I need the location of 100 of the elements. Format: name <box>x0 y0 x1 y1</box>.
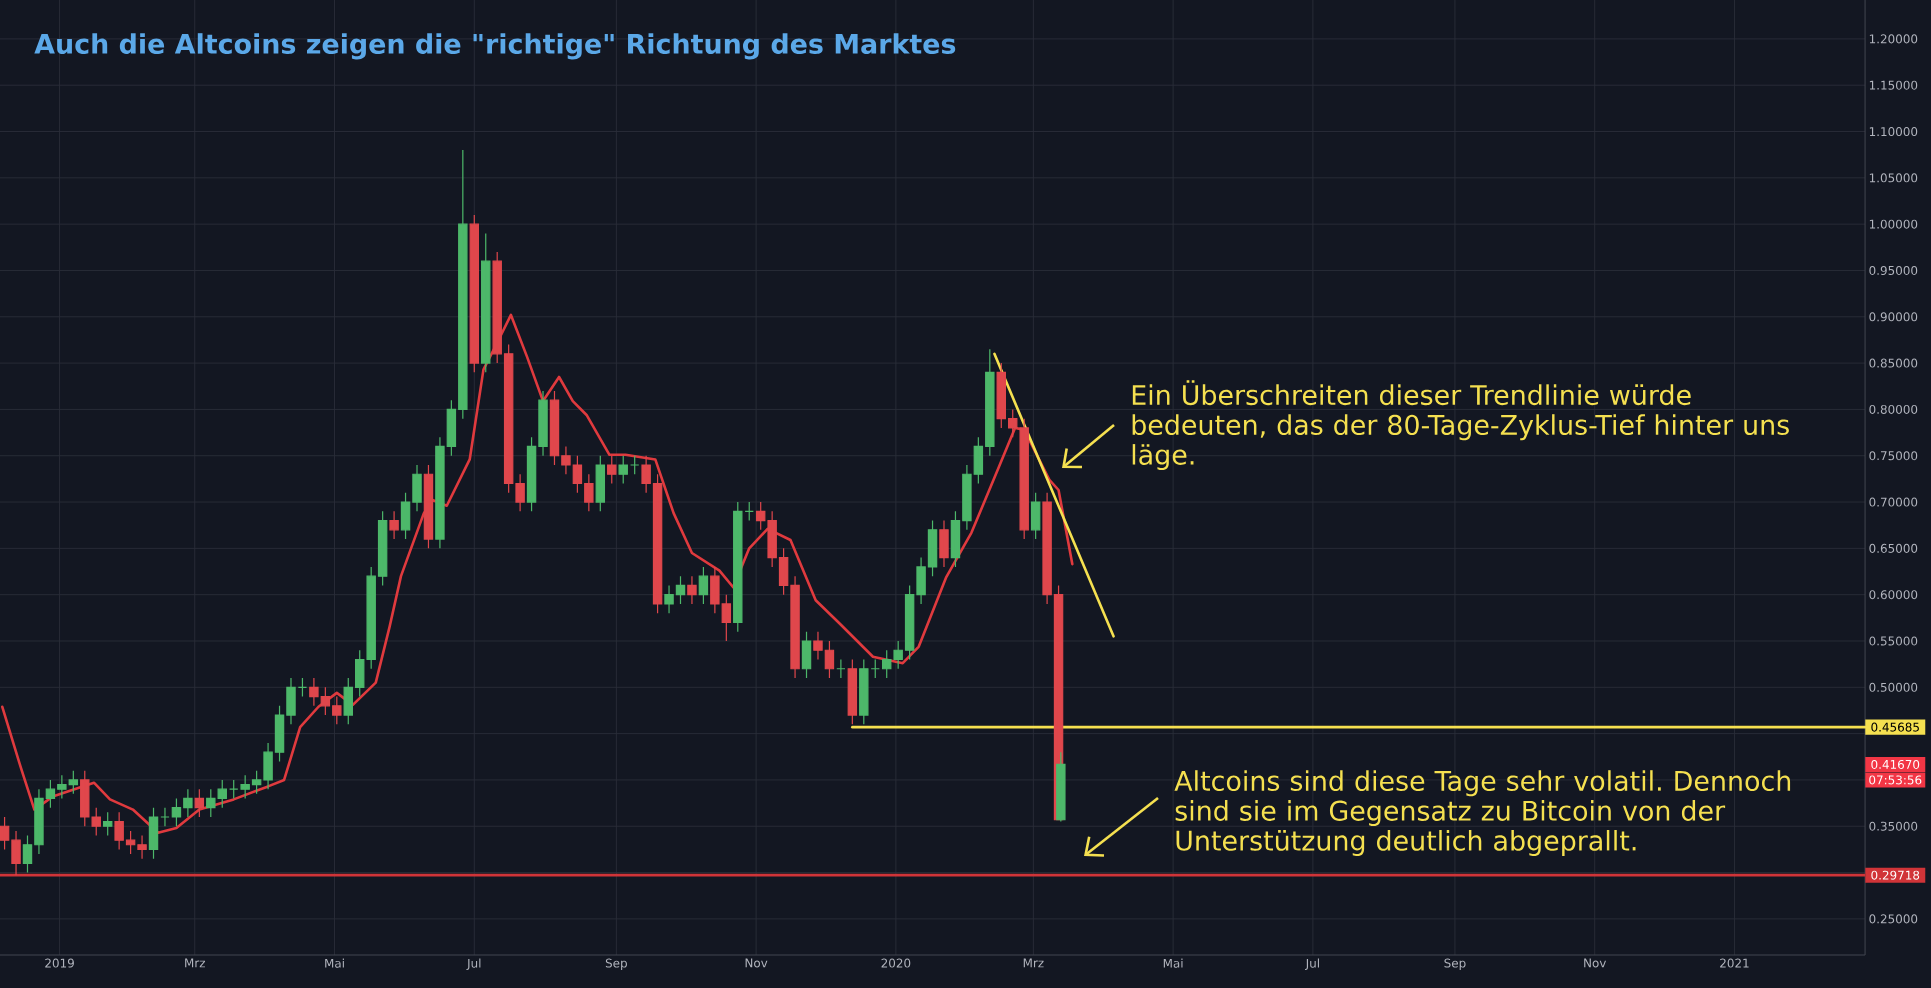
x-tick-label: Mai <box>1163 958 1183 968</box>
y-tick-label: 0.75000 <box>1869 451 1918 461</box>
candlestick <box>1042 492 1052 605</box>
y-tick-label: 0.60000 <box>1869 590 1918 600</box>
candlestick <box>183 788 193 818</box>
candlestick <box>366 566 376 670</box>
x-tick-label: Jul <box>466 958 481 970</box>
candlestick <box>893 640 903 670</box>
candlestick <box>309 677 319 707</box>
y-tick-label: 0.25000 <box>1869 914 1918 924</box>
candlestick <box>881 649 892 679</box>
candlestick <box>400 492 411 540</box>
candlestick <box>744 501 754 522</box>
candlestick <box>996 362 1006 429</box>
candlestick <box>859 658 869 725</box>
y-tick-label: 0.65000 <box>1869 543 1918 553</box>
x-tick-label: Sep <box>1444 958 1466 970</box>
candlestick <box>435 436 445 549</box>
candlestick <box>962 464 972 531</box>
candlestick <box>423 464 434 549</box>
y-tick-label: 0.95000 <box>1869 265 1918 275</box>
candlestick <box>767 510 777 568</box>
candlestick <box>950 510 961 568</box>
candlestick <box>492 251 502 364</box>
candlestick <box>125 830 136 855</box>
candlestick <box>778 547 789 596</box>
candlestick <box>847 658 858 725</box>
candlestick <box>675 575 686 605</box>
candlestick <box>904 584 915 661</box>
candlestick <box>1056 751 1066 823</box>
candlestick <box>515 473 525 512</box>
candlestick <box>297 677 308 698</box>
candlestick <box>263 742 273 790</box>
candlestick <box>458 149 468 420</box>
candlestick <box>343 677 353 725</box>
candlestick <box>68 770 79 795</box>
candlestick <box>595 455 606 512</box>
text: Auch die Altcoins zeigen die "richtige" Richtung des Marktes <box>34 33 956 60</box>
candlestick <box>389 510 399 540</box>
candlestick <box>687 575 697 605</box>
candlestick <box>538 390 548 457</box>
candlestick <box>332 695 342 725</box>
candlestick <box>286 677 296 725</box>
candlestick <box>618 455 628 485</box>
candlestick <box>549 390 560 466</box>
candlestick <box>721 594 732 642</box>
candlestick <box>469 214 480 373</box>
candlestick <box>733 501 743 633</box>
candlestick <box>607 455 617 485</box>
candlestick <box>412 464 422 512</box>
y-tick-label: 0.90000 <box>1869 312 1918 322</box>
candlestick <box>985 348 995 457</box>
annotation: Ein Überschreiten dieser Trendlinie würde bedeuten, das der 80-Tage-Zyklus-Tief hinter uns läge. <box>1132 380 1789 471</box>
annotation: Altcoins sind diese Tage sehr volatil. Dennoch sind sie im Gegensatz zu Bitcoin von der Unterstützung deutlich abgeprallt. <box>1174 770 1791 856</box>
y-tick-label: 0.50000 <box>1869 682 1918 692</box>
candlestick <box>652 473 663 614</box>
candlestick <box>790 575 800 679</box>
candlestick <box>584 473 594 512</box>
y-tick-label: 1.15000 <box>1869 80 1918 90</box>
candlestick <box>973 436 984 485</box>
candlestick <box>698 566 709 605</box>
candlestick <box>0 816 10 850</box>
y-tick-label: 0.55000 <box>1869 636 1918 646</box>
x-tick-label: Mrz <box>185 958 205 968</box>
text: 0.41670 <box>1871 759 1920 769</box>
candlestick <box>148 807 159 860</box>
candlestick <box>824 640 835 679</box>
candlestick <box>57 774 67 800</box>
x-tick-label: 2020 <box>881 958 911 968</box>
y-tick-label: 1.05000 <box>1869 173 1918 183</box>
x-tick-label: Mai <box>325 958 344 968</box>
candlestick <box>194 788 205 818</box>
candlestick <box>160 807 170 827</box>
candlestick <box>11 830 21 876</box>
y-tick-label: 1.20000 <box>1869 34 1918 44</box>
candlestick <box>561 445 571 475</box>
candlestick <box>251 770 262 795</box>
candlestick <box>813 631 823 661</box>
x-tick-label: Mrz <box>1023 958 1044 968</box>
candlestick <box>446 399 457 457</box>
y-tick-label: 0.80000 <box>1869 404 1918 414</box>
x-tick-label: 2021 <box>1720 958 1749 968</box>
candlestick <box>45 779 56 809</box>
candlestick <box>102 811 113 837</box>
candlestick <box>34 788 44 855</box>
candlestick <box>939 519 949 568</box>
candlestick <box>1030 492 1041 540</box>
x-tick-label: Jul <box>1305 958 1319 970</box>
text: 07:53:56 <box>1869 775 1922 785</box>
candlestick <box>927 519 938 577</box>
candlestick <box>274 705 285 762</box>
candlestick <box>755 501 766 531</box>
y-tick-label: 1.10000 <box>1869 127 1918 137</box>
candlestick <box>836 658 846 679</box>
candlestick <box>481 232 491 373</box>
candlestick <box>503 343 514 494</box>
candlestick <box>377 510 388 587</box>
candlestick <box>114 811 124 850</box>
candlestick <box>171 797 182 827</box>
candlestick <box>137 834 147 860</box>
